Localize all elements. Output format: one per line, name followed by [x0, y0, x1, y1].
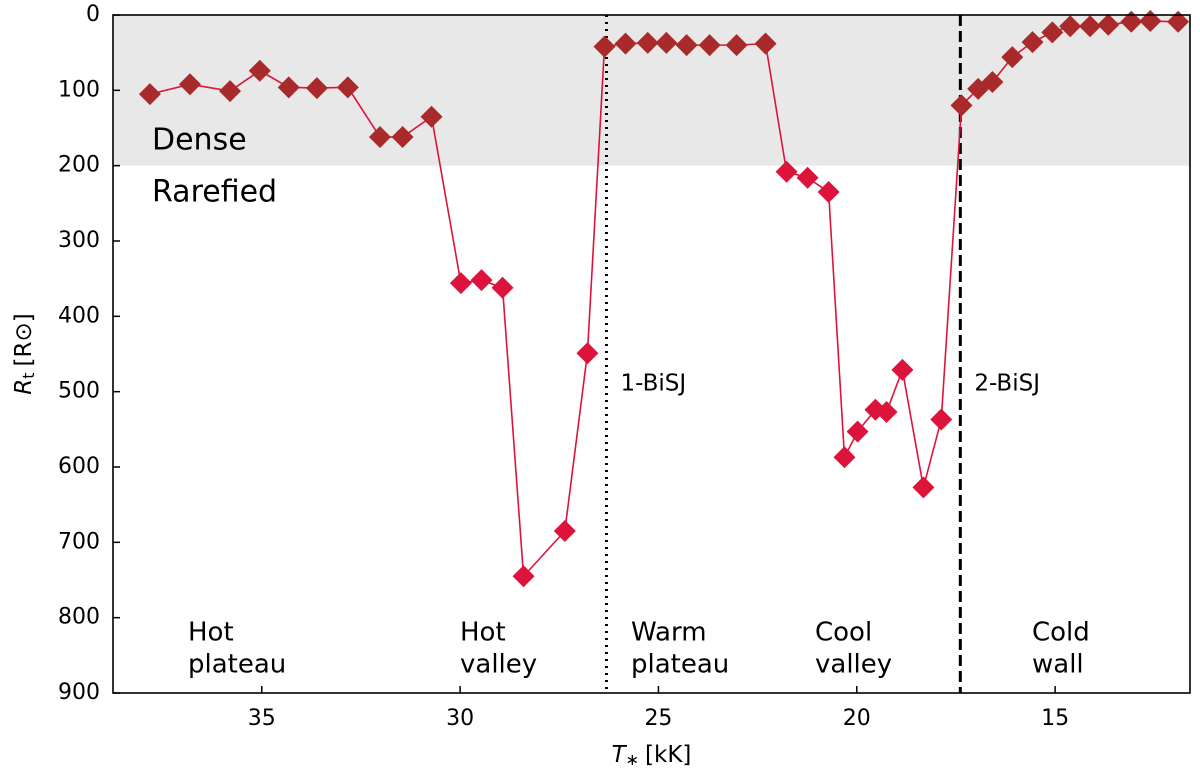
marker — [614, 32, 637, 55]
x-axis-label-symbol: T — [612, 742, 628, 768]
marker — [655, 31, 678, 54]
marker — [846, 420, 869, 443]
marker — [1079, 15, 1102, 38]
marker — [248, 59, 271, 82]
y-axis-label-symbol: R — [11, 379, 37, 395]
marker — [891, 358, 914, 381]
marker — [420, 105, 443, 128]
marker — [1059, 15, 1082, 38]
marker — [391, 126, 414, 149]
marker — [796, 166, 819, 189]
y-tick-label: 600 — [58, 454, 100, 479]
marker — [470, 269, 493, 292]
x-tick-label: 30 — [446, 706, 474, 731]
y-tick-label: 200 — [58, 153, 100, 178]
marker — [576, 342, 599, 365]
x-tick-label: 15 — [1041, 706, 1069, 731]
marker — [912, 476, 935, 499]
marker — [368, 126, 391, 149]
marker — [1167, 10, 1190, 33]
vline-label: 1-BiSJ — [620, 371, 686, 397]
y-tick-label: 300 — [58, 228, 100, 253]
marker — [277, 76, 300, 99]
marker — [1097, 13, 1120, 36]
y-tick-label: 700 — [58, 529, 100, 554]
marker — [981, 71, 1004, 94]
legend-entry: Dense — [152, 123, 247, 158]
marker — [336, 76, 359, 99]
y-axis-label-unit: [R⊙] — [11, 313, 37, 366]
marker — [950, 94, 973, 117]
marker — [512, 565, 535, 588]
region-label: wall — [1032, 650, 1084, 680]
marker — [491, 276, 514, 299]
marker — [449, 272, 472, 295]
x-axis-label-unit: [kK] — [645, 742, 691, 768]
marker — [1021, 31, 1044, 54]
marker — [178, 73, 201, 96]
marker — [775, 160, 798, 183]
data-line — [149, 20, 1179, 579]
region-label: Hot — [188, 618, 234, 648]
marker — [754, 32, 777, 55]
marker — [305, 77, 328, 100]
marker — [593, 35, 616, 58]
legend-entry: Rarefied — [152, 175, 277, 210]
y-tick-label: 900 — [58, 680, 100, 705]
marker — [833, 446, 856, 469]
region-label: plateau — [188, 650, 286, 680]
region-label: valley — [815, 650, 892, 680]
marker — [636, 31, 659, 54]
y-tick-label: 400 — [58, 303, 100, 328]
x-axis-label-sub: ∗ — [626, 750, 639, 769]
y-tick-label: 500 — [58, 379, 100, 404]
marker — [698, 34, 721, 57]
region-label: plateau — [631, 650, 729, 680]
vline-label: 2-BiSJ — [974, 371, 1040, 397]
region-label: Hot — [460, 618, 506, 648]
y-axis-label-sub: t — [19, 372, 38, 378]
marker — [1120, 10, 1143, 33]
region-label: Cold — [1032, 618, 1090, 648]
marker — [138, 83, 161, 106]
marker — [875, 401, 898, 424]
y-tick-label: 0 — [86, 2, 100, 27]
region-label: valley — [460, 650, 537, 680]
x-tick-label: 25 — [644, 706, 672, 731]
y-axis-label: Rt [R⊙] — [11, 313, 38, 394]
y-tick-label: 100 — [58, 77, 100, 102]
marker — [219, 80, 242, 103]
region-label: Cool — [815, 618, 872, 648]
region-label: Warm — [631, 618, 707, 648]
y-tick-label: 800 — [58, 605, 100, 630]
marker — [725, 34, 748, 57]
x-axis-label: T∗ [kK] — [612, 742, 692, 769]
marker — [1001, 46, 1024, 69]
marker — [1041, 21, 1064, 44]
x-tick-label: 20 — [843, 706, 871, 731]
marker — [930, 408, 953, 431]
marker — [675, 34, 698, 57]
x-tick-label: 35 — [248, 706, 276, 731]
marker — [553, 520, 576, 543]
marker — [817, 181, 840, 204]
plot-frame — [112, 14, 1191, 694]
